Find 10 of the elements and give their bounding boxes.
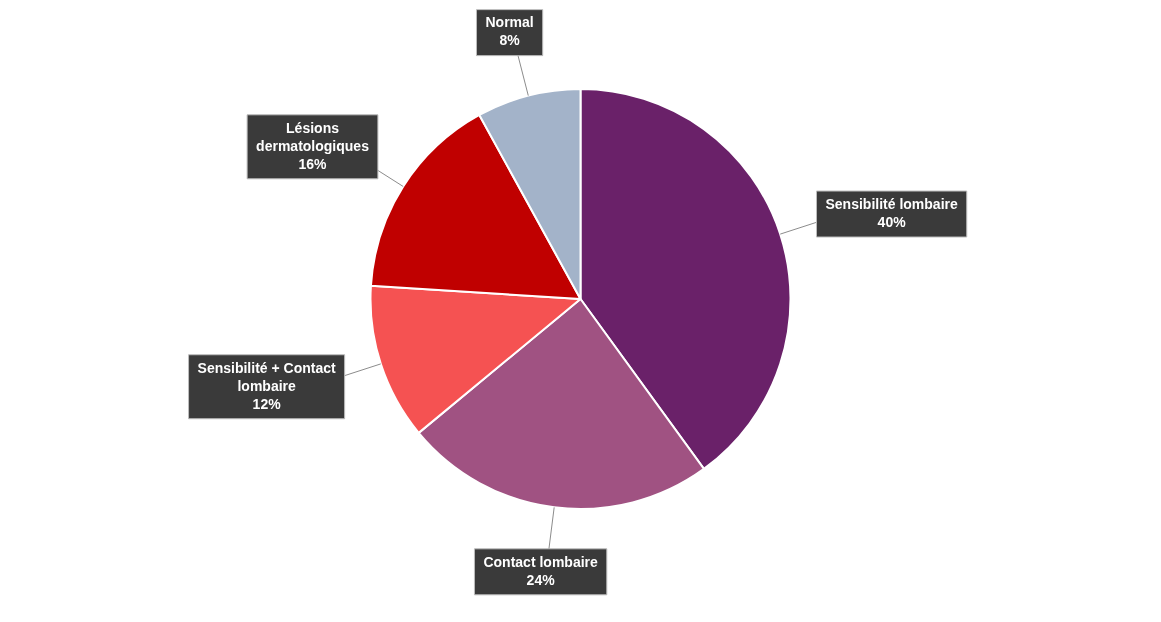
slice-label: Lésions dermatologiques [256,119,370,154]
data-label: 12% [252,395,282,412]
data-label: 16% [298,155,328,172]
data-label: 40% [877,213,907,230]
data-label: 24% [526,571,556,588]
data-label: 8% [499,32,521,49]
slice-label: Contact lombaire [483,553,599,570]
slice-label: Sensibilité lombaire [825,195,958,212]
slice-label: Normal [485,14,534,31]
slice-label: Sensibilité + Contact lombaire [197,359,336,394]
